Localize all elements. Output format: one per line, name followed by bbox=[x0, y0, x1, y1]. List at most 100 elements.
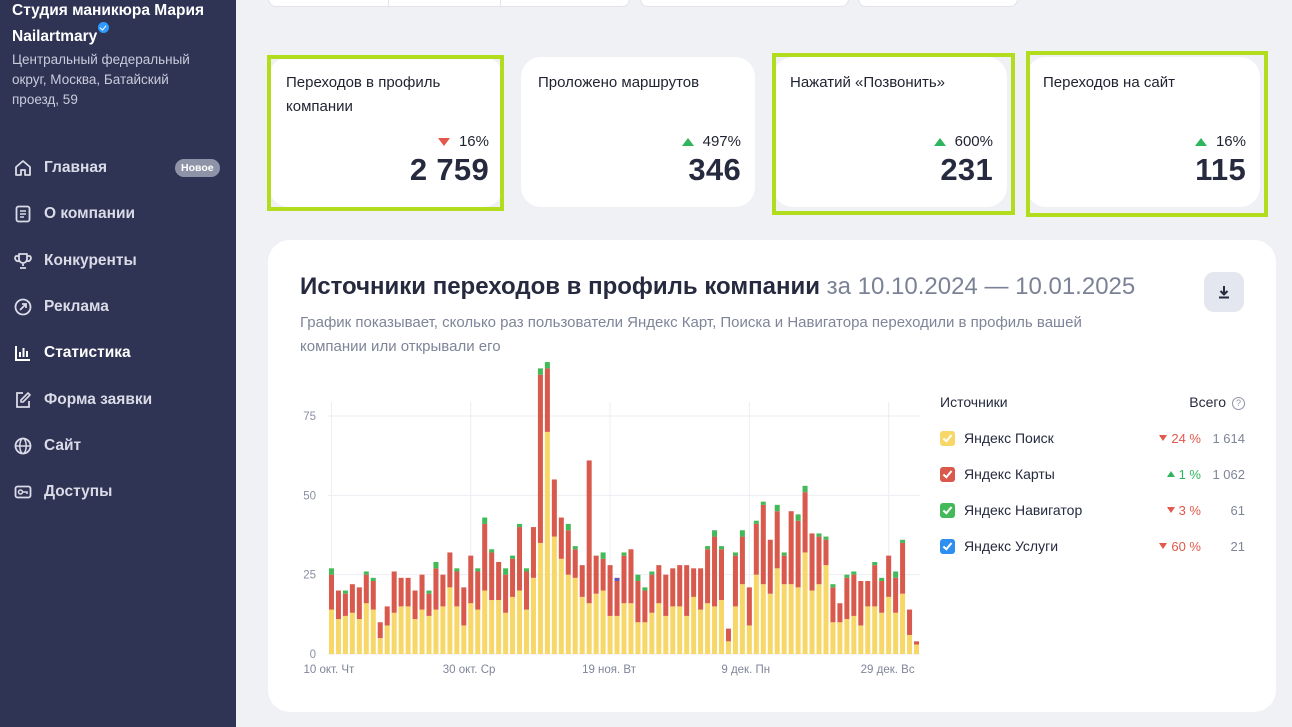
bar-segment bbox=[586, 603, 592, 654]
bar-segment bbox=[572, 546, 578, 550]
sidebar-item-about[interactable]: О компании bbox=[0, 191, 236, 237]
checkbox[interactable] bbox=[940, 502, 955, 518]
bar-segment bbox=[628, 549, 634, 604]
bar-segment bbox=[391, 612, 397, 654]
metric-card-routes[interactable]: Проложено маршрутов 497% 346 bbox=[521, 57, 755, 207]
sidebar-item-label: Сайт bbox=[44, 436, 82, 454]
legend-header: Источники Всего? bbox=[940, 390, 1245, 414]
y-tick-label: 0 bbox=[310, 649, 316, 661]
bar-segment bbox=[551, 536, 557, 654]
legend-item-search[interactable]: Яндекс Поиск 24 % 1 614 bbox=[940, 420, 1245, 456]
legend-item-maps[interactable]: Яндекс Карты 1 % 1 062 bbox=[940, 456, 1245, 492]
bar-segment bbox=[753, 574, 759, 654]
download-button[interactable] bbox=[1204, 272, 1244, 312]
legend-title: Источники bbox=[940, 394, 1008, 410]
stats-icon bbox=[12, 342, 34, 364]
filter-select[interactable] bbox=[858, 0, 1018, 7]
bar-segment bbox=[712, 536, 718, 607]
bar-segment bbox=[893, 577, 899, 613]
bar-segment bbox=[482, 517, 488, 524]
bar-segment bbox=[419, 609, 425, 654]
metric-card-calls[interactable]: Нажатий «Позвонить» 600% 231 bbox=[773, 57, 1007, 207]
bar-segment bbox=[698, 568, 704, 610]
highlight-frame bbox=[772, 53, 1015, 215]
sidebar-item-label: Форма заявки bbox=[44, 390, 153, 408]
bar-segment bbox=[649, 612, 655, 654]
bar-segment bbox=[830, 622, 836, 654]
metric-label: Проложено маршрутов bbox=[538, 74, 700, 91]
sidebar-item-access[interactable]: Доступы bbox=[0, 469, 236, 515]
metric-card-profile-visits[interactable]: Переходов в профиль компании 16% 2 759 bbox=[269, 57, 503, 207]
checkbox[interactable] bbox=[940, 466, 955, 482]
y-tick-label: 75 bbox=[303, 411, 316, 423]
bar-segment bbox=[677, 565, 683, 607]
checkbox[interactable] bbox=[940, 538, 955, 554]
metric-label: Нажатий «Позвонить» bbox=[790, 74, 946, 91]
panel-subtitle: График показывает, сколько раз пользоват… bbox=[300, 314, 1082, 355]
bar-segment bbox=[565, 574, 571, 654]
sidebar-item-competitors[interactable]: Конкуренты bbox=[0, 238, 236, 284]
bar-segment bbox=[649, 574, 655, 613]
bar-segment bbox=[691, 596, 697, 654]
legend-item-services[interactable]: Яндекс Услуги 60 % 21 bbox=[940, 528, 1245, 564]
key-icon bbox=[12, 481, 34, 503]
legend-item-navigator[interactable]: Яндекс Навигатор 3 % 61 bbox=[940, 492, 1245, 528]
sources-chart[interactable]: 0 25 50 75 10 окт. Чт 30 окт. Ср 19 ноя. Вт 9 д… bbox=[268, 240, 928, 712]
sidebar-item-stats[interactable]: Статистика bbox=[0, 330, 236, 376]
highlight-frame bbox=[1026, 51, 1268, 217]
bar-segment bbox=[454, 568, 460, 572]
help-icon[interactable]: ? bbox=[1232, 397, 1245, 410]
bar-segment bbox=[370, 581, 376, 610]
bar-segment bbox=[795, 520, 801, 588]
bar-segment bbox=[523, 568, 530, 572]
bar-segment bbox=[384, 625, 390, 654]
arrow-down-icon bbox=[437, 137, 450, 146]
metric-card-site-visits[interactable]: Переходов на сайт 16% 115 bbox=[1026, 57, 1260, 207]
sidebar-item-home[interactable]: Главная Новое bbox=[0, 145, 236, 191]
checkbox[interactable] bbox=[940, 430, 955, 446]
legend-item-total: 61 bbox=[1230, 502, 1245, 518]
filter-select[interactable] bbox=[640, 0, 849, 7]
bar-segment bbox=[391, 571, 397, 613]
bar-segment bbox=[774, 568, 780, 654]
bar-segment bbox=[510, 596, 516, 654]
business-name[interactable]: Студия маникюра Мария Nailartmary bbox=[12, 2, 205, 45]
bar-segment bbox=[349, 584, 355, 613]
bar-segment bbox=[572, 549, 578, 578]
bar-segment bbox=[656, 565, 662, 604]
bar-segment bbox=[858, 625, 864, 654]
bar-segment bbox=[907, 634, 913, 654]
bar-segment bbox=[377, 622, 383, 639]
bar-segment bbox=[342, 590, 348, 594]
bar-segment bbox=[642, 587, 648, 591]
metric-delta: 16% bbox=[1194, 133, 1246, 150]
bar-segment bbox=[718, 546, 725, 550]
x-tick-label: 30 окт. Ср bbox=[443, 664, 496, 676]
bar-segment bbox=[593, 555, 599, 594]
period-tabs[interactable] bbox=[268, 0, 630, 7]
sidebar-item-form[interactable]: Форма заявки bbox=[0, 376, 236, 422]
sidebar-item-site[interactable]: Сайт bbox=[0, 423, 236, 469]
bar-segment bbox=[774, 511, 780, 569]
bar-segment bbox=[739, 536, 745, 585]
bar-segment bbox=[663, 615, 669, 654]
bar-segment bbox=[426, 593, 432, 616]
bar-segment bbox=[760, 504, 766, 585]
metric-label: Переходов в профиль компании bbox=[286, 74, 441, 115]
bar-segment bbox=[537, 542, 543, 654]
bar-segment bbox=[670, 568, 676, 607]
bar-segment bbox=[914, 641, 920, 645]
sidebar-item-ads[interactable]: Реклама bbox=[0, 284, 236, 330]
bar-segment bbox=[872, 561, 878, 566]
metric-delta: 600% bbox=[933, 133, 993, 150]
bar-segment bbox=[705, 549, 711, 604]
bar-segment bbox=[725, 641, 731, 654]
bar-segment bbox=[496, 600, 502, 654]
bar-segment bbox=[503, 568, 509, 575]
arrow-up-icon bbox=[933, 137, 946, 146]
bar-segment bbox=[760, 501, 766, 505]
bar-segment bbox=[468, 603, 474, 654]
bar-segment bbox=[370, 609, 376, 654]
bar-segment bbox=[851, 615, 857, 654]
bar-segment bbox=[691, 568, 697, 597]
